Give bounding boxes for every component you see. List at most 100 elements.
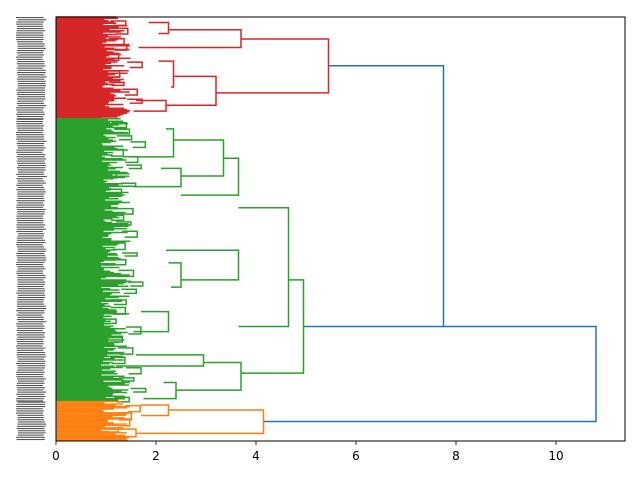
leaf-label (16, 371, 45, 373)
leaf-label (17, 434, 44, 436)
leaf-label (16, 398, 44, 400)
leaf-label (16, 241, 46, 244)
sub-link (110, 259, 127, 266)
leaf-label (16, 136, 45, 138)
leaf-label (17, 213, 45, 215)
leaf-label (16, 118, 44, 120)
leaf-label (17, 202, 44, 204)
sub-link (108, 148, 124, 157)
sub-link (114, 396, 130, 403)
leaf-label (17, 145, 44, 147)
leaf-label (16, 56, 43, 58)
leaf-label (17, 365, 46, 367)
leaf-label (17, 45, 45, 47)
leaf-label (17, 111, 45, 113)
leaf-label (17, 140, 47, 142)
sub-link (110, 242, 126, 251)
leaf-label (16, 134, 44, 136)
leaf-label (17, 378, 46, 380)
link-14 (166, 249, 240, 281)
leaf-label (17, 296, 45, 299)
leaf-label (16, 438, 45, 441)
leaf-label (16, 200, 45, 202)
leaf-label (17, 416, 44, 419)
sub-link (106, 188, 123, 195)
sub-link (117, 347, 134, 355)
leaf-label (17, 380, 44, 382)
leaf-label (17, 43, 45, 45)
leaf-label (16, 224, 46, 226)
leaf-label (16, 160, 45, 162)
leaf-label (17, 248, 46, 250)
leaf-label (17, 116, 44, 118)
sub-link (109, 37, 125, 47)
leaf-label (17, 76, 47, 78)
cluster-red (56, 16, 143, 119)
leaf-label (16, 323, 44, 325)
leaf-label (16, 98, 46, 100)
sub-link (111, 122, 128, 130)
leaf-label (17, 169, 46, 171)
cluster-orange (56, 400, 141, 442)
sub-link (112, 27, 129, 35)
sub-link (130, 387, 147, 393)
link-8 (241, 279, 305, 374)
leaf-label (16, 226, 44, 228)
sub-link (120, 182, 137, 187)
leaf-label (16, 63, 45, 65)
leaf-label (16, 193, 45, 195)
leaf-label (16, 384, 43, 387)
leaf-label (16, 41, 43, 43)
leaf-label (16, 28, 44, 30)
leaf-label (17, 290, 46, 292)
leaf-label (16, 310, 45, 312)
leaf-label (17, 307, 47, 310)
leaf-label (16, 400, 44, 402)
sub-link (111, 44, 128, 51)
leaf-label (16, 109, 43, 111)
leaf-label (17, 360, 46, 362)
leaf-label (16, 21, 44, 23)
leaf-label (17, 299, 45, 301)
leaf-label (17, 228, 46, 230)
leaf-label (16, 23, 43, 25)
leaf-label (17, 391, 47, 393)
leaf-label (17, 197, 44, 200)
sub-link (104, 70, 121, 78)
leaf-label (17, 432, 46, 434)
leaf-label (17, 211, 45, 213)
sub-link (101, 171, 118, 179)
leaf-label (17, 180, 45, 182)
leaf-label (17, 288, 45, 290)
leaf-labels (16, 17, 47, 441)
leaf-label (17, 47, 47, 49)
leaf-label (16, 345, 43, 347)
leaf-label (16, 131, 43, 134)
link-17 (116, 354, 205, 367)
leaf-label (16, 151, 43, 153)
leaf-label (16, 36, 44, 38)
leaf-label (16, 255, 46, 257)
leaf-label (17, 274, 46, 277)
link-11 (173, 139, 225, 177)
leaf-label (17, 186, 45, 189)
sub-link (115, 221, 132, 226)
leaf-label (16, 125, 45, 127)
leaf-label (17, 191, 47, 193)
leaf-label (16, 270, 44, 272)
leaf-label (17, 421, 46, 423)
leaf-label (16, 25, 44, 27)
leaf-label (16, 123, 43, 125)
leaf-label (16, 354, 46, 356)
leaf-label (17, 222, 44, 224)
leaf-label (17, 266, 45, 268)
link-1 (303, 65, 445, 328)
sub-link (108, 214, 125, 222)
sub-link (114, 418, 131, 427)
leaf-label (16, 318, 44, 321)
leaf-label (17, 153, 46, 156)
leaf-label (16, 113, 45, 115)
link-2 (216, 38, 330, 94)
link-22 (101, 428, 137, 438)
